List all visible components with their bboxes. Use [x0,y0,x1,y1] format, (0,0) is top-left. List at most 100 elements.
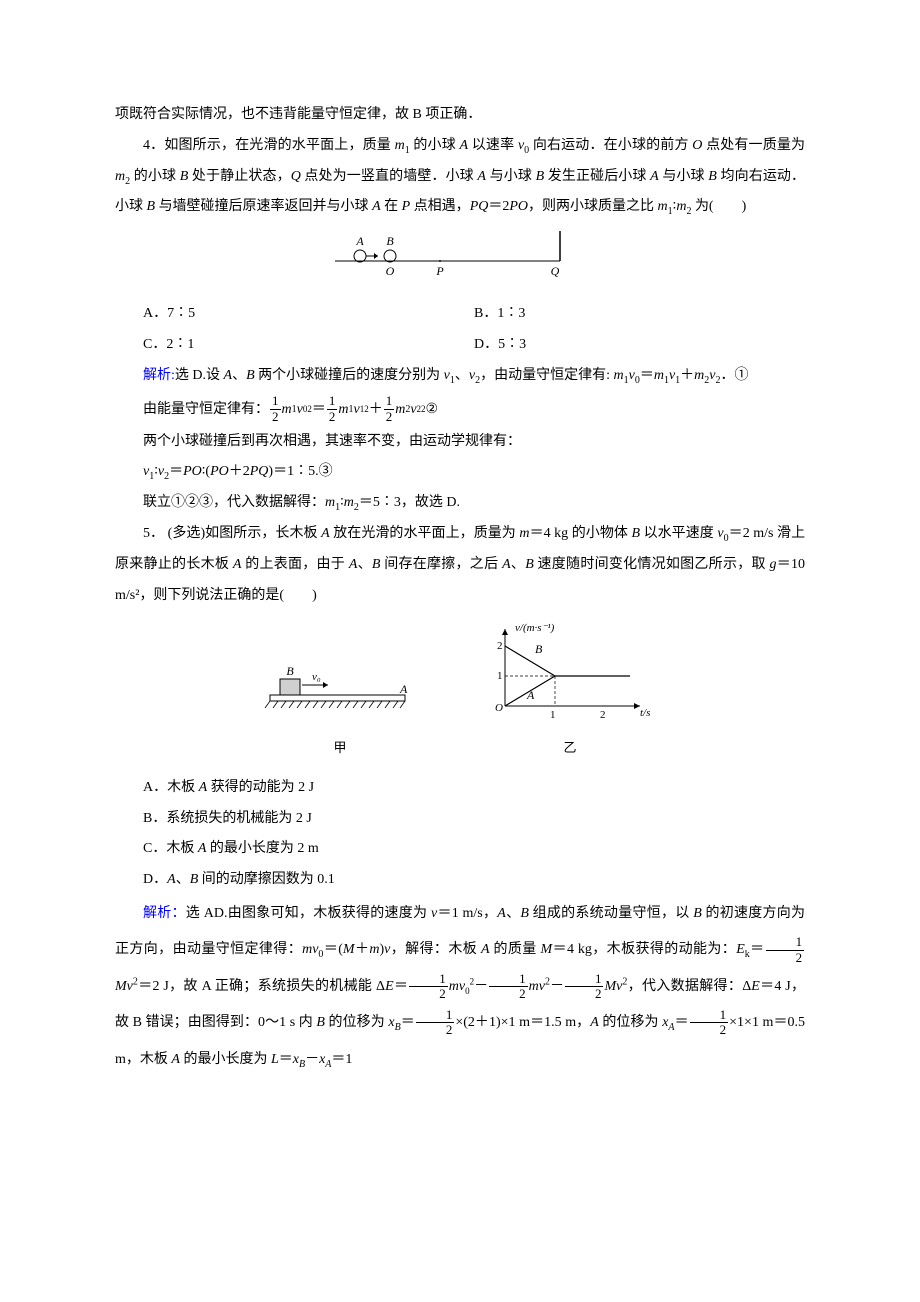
svg-text:A: A [526,688,535,702]
q4-P: P [402,199,411,214]
q4-label: 4． [143,138,164,153]
svg-text:2: 2 [600,709,606,721]
q5-t7: 、 [357,557,372,572]
frac5: 12 [409,972,448,1002]
q4-t15: 点相遇， [410,199,470,214]
q5-t2: 放在光滑的水平面上，质量为 [330,526,520,541]
frac7: 12 [565,972,604,1002]
q4-t8: 点处为一竖直的墙壁．小球 [301,169,478,184]
q5-t9: 、 [511,557,526,572]
q4-t1: 如图所示，在光滑的水平面上，质量 [164,138,394,153]
q4-sB: B [246,368,255,383]
svg-text:v₀: v₀ [312,671,321,683]
c3: ③ [319,464,333,479]
q4-ans: 选 D. [175,368,206,383]
eq1-m1: m [613,368,623,383]
q4-Q: Q [291,169,301,184]
q4-t13: 与墙壁碰撞后原速率返回并与小球 [155,199,372,214]
q4-s1t2: ，由动量守恒定律有: [480,368,613,383]
q4-eq: ＝2 [488,199,509,214]
q5-t11: ，则下列说法正确的是( ) [139,588,316,603]
q5-t6: 的上表面，由于 [241,557,348,572]
q4-solution-5: 联立①②③，代入数据解得：m1∶m2＝5∶3，故选 D. [115,488,805,519]
q4-option-D: D．5∶3 [474,330,805,361]
q4-options-row2: C．2∶1 D．5∶3 [115,330,805,361]
svg-text:t/s: t/s [640,707,650,719]
m2: m [115,169,125,184]
svg-text:P: P [435,264,444,278]
q4-B1: B [180,169,189,184]
q4-solution-4: v1∶v2＝PO∶(PO＋2PQ)＝1∶5.③ [115,457,805,488]
q4-O: O [692,138,702,153]
q4-s1t: 两个小球碰撞后的速度分别为 [255,368,444,383]
q5-option-C: C．木板 A 的最小长度为 2 m [115,834,805,865]
q5-option-A: A．木板 A 获得的动能为 2 J [115,773,805,804]
svg-text:O: O [386,264,395,278]
q4-B4: B [147,199,156,214]
intro-fragment: 项既符合实际情况，也不违背能量守恒定律，故 B 项正确． [115,100,805,131]
q5-s1: 由图象可知，木板获得的速度为 [228,906,432,921]
frac3: 12 [384,394,395,424]
q5-B1: B [631,526,640,541]
q5-A4: A [502,557,511,572]
q4-t17: 为( ) [691,199,746,214]
q4-A4: A [372,199,381,214]
q5-s15: ，木板 [126,1052,172,1067]
q4-t14: 在 [381,199,402,214]
q4-t2: 的小球 [410,138,460,153]
q4-B3: B [708,169,717,184]
q5-t3: 的小物体 [568,526,631,541]
q4-t3: 以速率 [468,138,518,153]
svg-text:Q: Q [551,264,560,278]
q4-solution-1: 解析:选 D.设 A、B 两个小球碰撞后的速度分别为 v1、v2，由动量守恒定律… [115,361,805,392]
q4-t6: 的小球 [130,169,180,184]
q4-solution-2: 由能量守恒定律有： 12m1v02＝12m1v12＋12m2v22② [115,392,805,427]
q5-solution: 解析：选 AD.由图象可知，木板获得的速度为 v＝1 m/s，A、B 组成的系统… [115,896,805,1078]
svg-text:A: A [355,234,364,248]
q5-s7: 的质量 [490,942,541,957]
frac1: 12 [270,394,281,424]
q5-option-B: B．系统损失的机械能为 2 J [115,804,805,835]
q4-t5: 点处有一质量为 [702,138,805,153]
q4-solution-3: 两个小球碰撞后到再次相遇，其速率不变，由运动学规律有： [115,427,805,458]
m1b: m [658,199,668,214]
caption-right: 乙 [480,734,660,763]
q4-options-row1: A．7∶5 B．1∶3 [115,299,805,330]
q4-option-B: B．1∶3 [474,299,805,330]
jiexi-label: 解析: [143,368,175,383]
svg-text:B: B [286,664,294,678]
q4-sA: A [224,368,233,383]
q4-option-A: A．7∶5 [143,299,474,330]
q5-s13: ， [576,1015,590,1030]
svg-text:O: O [495,702,503,714]
q4-diagram-svg: A B O P Q [330,231,590,291]
svg-text:B: B [386,234,394,248]
svg-text:B: B [535,642,543,656]
frac9: 12 [690,1008,729,1038]
q5-svg-left: B v₀ A [260,661,420,721]
q5-s3: 、 [506,906,521,921]
q4-s2-pre: 由能量守恒定律有： [143,392,269,427]
q5-s12: 的位移为 [325,1015,388,1030]
q5-t4: 以水平速度 [640,526,717,541]
q5-s10: ，代入数据解得：Δ [627,979,751,994]
c2: ② [426,392,439,427]
q4-A2: A [477,169,486,184]
q5-label: 5． [143,526,164,541]
q4-option-C: C．2∶1 [143,330,474,361]
q5-text: 5． (多选)如图所示，长木板 A 放在光滑的水平面上，质量为 m＝4 kg 的… [115,519,805,611]
q5-s9: ，故 A 正确；系统损失的机械能 Δ [169,979,385,994]
caption-left: 甲 [260,734,420,763]
frac8: 12 [416,1008,455,1038]
jiexi2: 解析： [143,906,186,921]
m2b: m [676,199,686,214]
frac6: 12 [489,972,528,1002]
q4-s1m: 、 [232,368,246,383]
c1: ．① [721,368,749,383]
q4-diagram: A B O P Q [115,231,805,291]
q5-A1: A [321,526,330,541]
q5-option-D: D．A、B 间的动摩擦因数为 0.1 [115,865,805,896]
q4-t9: 与小球 [486,169,536,184]
q4-t7: 处于静止状态， [188,169,290,184]
q5-pre: (多选)如图所示，长木板 [164,526,321,541]
